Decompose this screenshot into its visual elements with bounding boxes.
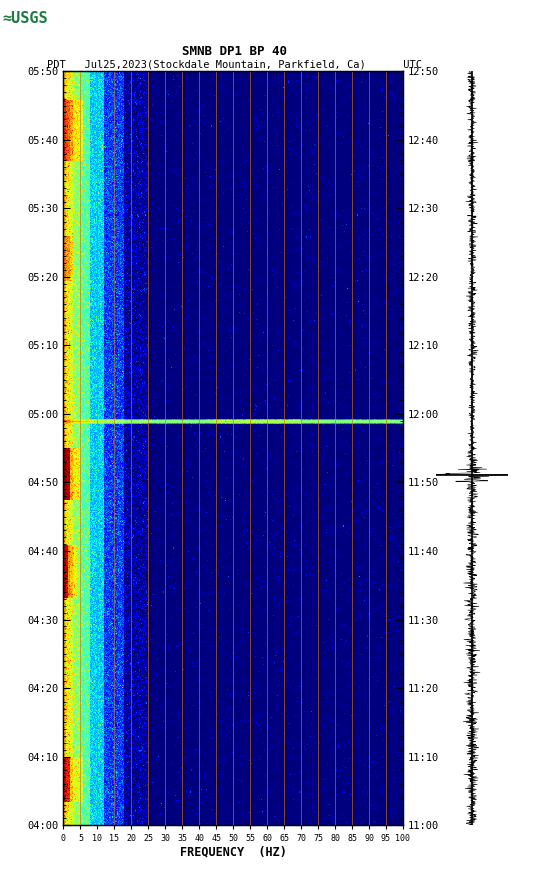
Text: ≈USGS: ≈USGS [3,11,49,26]
Text: PDT   Jul25,2023(Stockdale Mountain, Parkfield, Ca)      UTC: PDT Jul25,2023(Stockdale Mountain, Parkf… [47,60,422,70]
X-axis label: FREQUENCY  (HZ): FREQUENCY (HZ) [180,846,286,859]
Text: SMNB DP1 BP 40: SMNB DP1 BP 40 [182,45,287,58]
